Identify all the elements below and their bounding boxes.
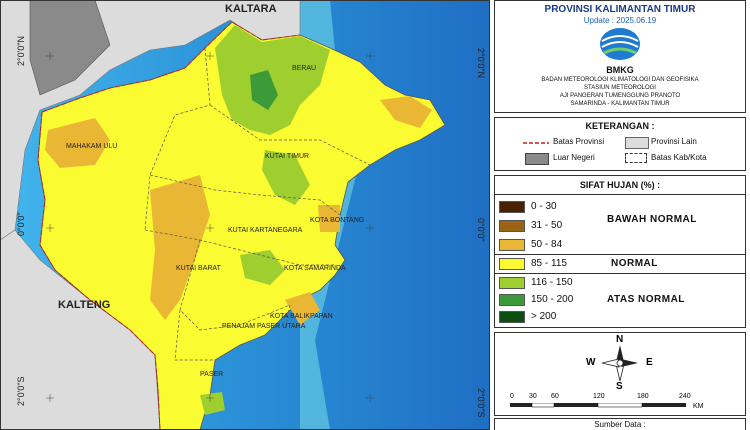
scale-bar [510, 403, 686, 408]
legend-range-above-200: > 200 [531, 311, 557, 322]
sifat-divider-1 [495, 254, 745, 255]
scale-tick-30: 30 [529, 393, 537, 400]
legend-swatch-150-200 [499, 294, 525, 306]
legend-panel: PROVINSI KALIMANTAN TIMUR Update : 2025.… [494, 0, 746, 430]
legend-swatch-0-30 [499, 201, 525, 213]
regency-label-penajam-paser-utara: PENAJAM PASER UTARA [222, 323, 306, 330]
scale-unit: KM [693, 403, 704, 410]
regency-label-kutai-kartanegara: KUTAI KARTANEGARA [228, 227, 303, 234]
legend-range-0-30: 0 - 30 [531, 201, 557, 212]
header-box: PROVINSI KALIMANTAN TIMUR Update : 2025.… [494, 0, 746, 113]
scale-tick-240: 240 [679, 393, 691, 400]
keterangan-box: KETERANGAN : Batas Provinsi Provinsi Lai… [494, 117, 746, 171]
agency-line-2: STASIUN METEOROLOGI [584, 85, 656, 91]
province-label-kalteng: KALTENG [58, 299, 110, 311]
legend-swatch-50-84 [499, 239, 525, 251]
compass-scale-box: N S W E 0 30 60 120 180 240 KM [494, 332, 746, 416]
sifat-divider-2 [495, 273, 745, 274]
compass-s-label: S [616, 381, 623, 392]
regency-label-kota-bontang: KOTA BONTANG [310, 217, 364, 224]
legend-swatch-above-200 [499, 311, 525, 323]
province-label-kaltara: KALTARA [225, 3, 277, 15]
regency-label-berau: BERAU [292, 65, 316, 72]
lat-label-right-1: 2°0'0"N [476, 48, 486, 78]
source-box: Sumber Data : [494, 418, 746, 430]
above-normal-area-kutai-timur [262, 150, 310, 205]
keterangan-batas-kab: Batas Kab/Kota [651, 153, 707, 162]
province-boundary-symbol [523, 142, 549, 144]
province-boundary-west [37, 111, 161, 430]
sifat-hujan-title: SIFAT HUJAN (%) : [579, 180, 661, 190]
legend-swatch-31-50 [499, 220, 525, 232]
regency-label-mahakam-ulu: MAHAKAM ULU [66, 143, 117, 150]
keterangan-luar-negeri: Luar Negeri [553, 153, 595, 162]
lat-label-left-3: 2°0'0"S [16, 376, 26, 406]
foreign-country-area [29, 0, 111, 96]
scale-tick-120: 120 [593, 393, 605, 400]
source-label: Sumber Data : [594, 420, 646, 429]
legend-range-50-84: 50 - 84 [531, 239, 563, 250]
legend-swatch-116-150 [499, 277, 525, 289]
scale-tick-180: 180 [637, 393, 649, 400]
lat-label-right-3: 2°0'0"S [476, 388, 486, 418]
lat-label-left-2: 0°0'0" [16, 212, 26, 236]
foreign-country-swatch [525, 153, 549, 165]
sifat-divider-top [495, 194, 745, 195]
regency-label-kota-samarinda: KOTA SAMARINDA [284, 265, 346, 272]
regency-label-kutai-barat: KUTAI BARAT [176, 265, 222, 272]
below-normal-area-west [45, 118, 110, 168]
other-province-swatch [625, 137, 649, 149]
sifat-hujan-box: SIFAT HUJAN (%) : 0 - 30 31 - 50 50 - 84… [494, 175, 746, 328]
category-atas-normal: ATAS NORMAL [607, 294, 685, 305]
regency-label-kutai-timur: KUTAI TIMUR [265, 153, 309, 160]
map-title: PROVINSI KALIMANTAN TIMUR [544, 4, 696, 15]
agency-line-4: SAMARINDA - KALIMANTAN TIMUR [570, 101, 670, 107]
agency-line-1: BADAN METEOROLOGI KLIMATOLOGI DAN GEOFIS… [541, 77, 699, 83]
keterangan-provinsi-lain: Provinsi Lain [651, 137, 697, 146]
legend-swatch-85-115 [499, 258, 525, 270]
province-boundary-north [41, 21, 301, 113]
high-rain-area-berau [250, 70, 278, 110]
below-normal-area-coast [380, 96, 432, 128]
keterangan-batas-provinsi: Batas Provinsi [553, 137, 605, 146]
rainfall-map: 2°0'0"N 0°0'0" 2°0'0"S 2°0'0"N 0°0'0" 2°… [0, 0, 490, 430]
lat-label-left-1: 2°0'0"N [16, 36, 26, 66]
update-date: Update : 2025.06.19 [583, 16, 657, 25]
lat-label-right-2: 0°0'0" [476, 218, 486, 242]
regency-label-kota-balikpapan: KOTA BALIKPAPAN [270, 313, 333, 320]
agency-line-3: AJI PANGERAN TUMENGGUNG PRANOTO [559, 93, 681, 99]
above-normal-area-berau [215, 25, 330, 135]
category-bawah-normal: BAWAH NORMAL [607, 214, 697, 225]
legend-range-85-115: 85 - 115 [531, 258, 567, 269]
regency-boundaries [144, 47, 371, 361]
below-normal-area-balikpapan [285, 292, 320, 325]
scale-tick-0: 0 [510, 393, 514, 400]
scale-tick-60: 60 [551, 393, 559, 400]
keterangan-title: KETERANGAN : [585, 121, 655, 131]
legend-range-31-50: 31 - 50 [531, 220, 563, 231]
category-normal: NORMAL [611, 258, 658, 269]
legend-range-150-200: 150 - 200 [531, 294, 574, 305]
bmkg-logo-icon [600, 28, 640, 67]
legend-range-116-150: 116 - 150 [531, 277, 573, 288]
compass-e-label: E [646, 357, 653, 368]
below-normal-area-kutai-barat [150, 175, 210, 320]
regency-boundary-swatch [625, 153, 647, 163]
regency-label-paser: PASER [200, 371, 223, 378]
logo-text: BMKG [606, 65, 634, 75]
graticule [46, 52, 374, 402]
compass-w-label: W [586, 357, 596, 368]
compass-rose-icon [601, 345, 638, 382]
below-normal-area-bontang [318, 205, 340, 232]
compass-n-label: N [616, 334, 624, 345]
